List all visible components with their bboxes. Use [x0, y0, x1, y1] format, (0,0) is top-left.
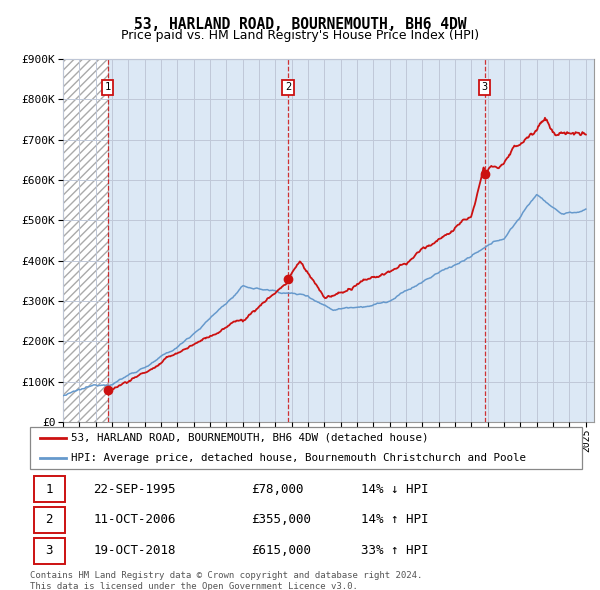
Text: 14% ↑ HPI: 14% ↑ HPI [361, 513, 428, 526]
Text: £615,000: £615,000 [251, 544, 311, 557]
Text: Contains HM Land Registry data © Crown copyright and database right 2024.
This d: Contains HM Land Registry data © Crown c… [30, 571, 422, 590]
Text: 33% ↑ HPI: 33% ↑ HPI [361, 544, 428, 557]
FancyBboxPatch shape [30, 427, 582, 469]
Text: 2: 2 [46, 513, 53, 526]
Text: 3: 3 [46, 544, 53, 557]
Text: 53, HARLAND ROAD, BOURNEMOUTH, BH6 4DW (detached house): 53, HARLAND ROAD, BOURNEMOUTH, BH6 4DW (… [71, 432, 429, 442]
Bar [63, 59, 107, 422]
Text: 19-OCT-2018: 19-OCT-2018 [94, 544, 176, 557]
Text: HPI: Average price, detached house, Bournemouth Christchurch and Poole: HPI: Average price, detached house, Bour… [71, 453, 526, 463]
Text: £355,000: £355,000 [251, 513, 311, 526]
Text: 1: 1 [46, 483, 53, 496]
Text: 14% ↓ HPI: 14% ↓ HPI [361, 483, 428, 496]
FancyBboxPatch shape [34, 476, 65, 502]
Text: 53, HARLAND ROAD, BOURNEMOUTH, BH6 4DW: 53, HARLAND ROAD, BOURNEMOUTH, BH6 4DW [134, 17, 466, 31]
Text: 22-SEP-1995: 22-SEP-1995 [94, 483, 176, 496]
Text: £78,000: £78,000 [251, 483, 304, 496]
Text: 1: 1 [104, 82, 111, 92]
Text: 11-OCT-2006: 11-OCT-2006 [94, 513, 176, 526]
Text: 3: 3 [481, 82, 488, 92]
FancyBboxPatch shape [34, 507, 65, 533]
Text: Price paid vs. HM Land Registry's House Price Index (HPI): Price paid vs. HM Land Registry's House … [121, 30, 479, 42]
Text: 2: 2 [285, 82, 291, 92]
FancyBboxPatch shape [34, 537, 65, 563]
